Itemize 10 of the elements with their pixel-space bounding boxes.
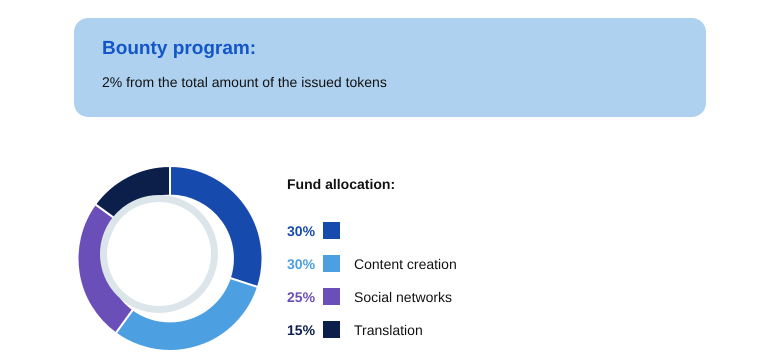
chart-subtitle: 2% from the total amount of the issued tokens (102, 74, 387, 90)
legend-label: Content creation (354, 256, 457, 272)
legend-label: Translation (354, 322, 423, 338)
data-label: 30% (287, 222, 316, 238)
legend-label: Social networks (354, 288, 452, 304)
legend-title: Fund allocation: (287, 176, 396, 192)
data-label: 25% (287, 288, 316, 304)
data-label: 30% (287, 256, 316, 272)
data-label: 15% (287, 322, 316, 338)
chart-title: Bounty program: (102, 38, 256, 60)
